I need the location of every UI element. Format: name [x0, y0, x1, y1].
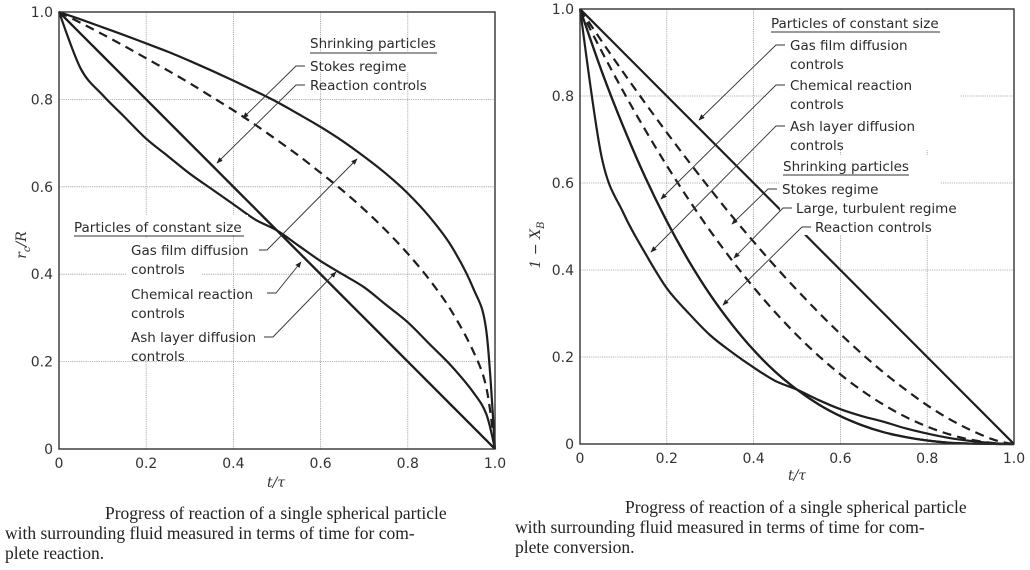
right-gas-film-label: Gas film diffusion controls	[790, 38, 908, 73]
right-caption: Progress of reaction of a single spheric…	[515, 497, 1025, 557]
right-y-tick-label: 0.4	[552, 263, 574, 279]
right-turbulent-label: Large, turbulent regime	[796, 201, 957, 217]
left-chem-arrow	[267, 261, 302, 294]
right-annotation-shrinking: Shrinking particles Stokes regime Large,…	[722, 155, 962, 306]
right-y-tick-label: 0	[565, 437, 574, 453]
left-curve-gas-film-diffusion-controls	[58, 10, 497, 450]
right-y-tick-label: 0.6	[552, 176, 574, 192]
right-plot-frame	[579, 8, 1015, 445]
right-stokes-label: Stokes regime	[782, 182, 878, 198]
left-y-tick-label: 0.2	[31, 355, 53, 371]
left-stokes-arrow	[242, 65, 305, 119]
left-x-tick-label: 0.4	[222, 456, 244, 472]
right-reaction-arrow	[722, 226, 811, 306]
right-caption-line-1: Progress of reaction of a single spheric…	[625, 497, 967, 517]
left-chem-label: Chemical reaction controls	[131, 287, 253, 322]
right-y-tick-label: 0.2	[552, 350, 574, 366]
left-chart: 0 0.2 0.4 0.6 0.8 1.0 0 0.2 0.4 0.6 0.8 1.0 rc/R t/…	[14, 5, 506, 491]
right-shrinking-header: Shrinking particles	[783, 159, 909, 175]
right-curve-gas-film-diffusion-controls	[579, 8, 1015, 445]
left-annotation-constant: Particles of constant size Gas film diff…	[70, 158, 358, 365]
left-caption: Progress of reaction of a single spheric…	[5, 503, 505, 563]
left-x-tick-label: 0.8	[397, 456, 419, 472]
right-x-tick-label: 0	[576, 451, 585, 467]
right-x-tick-label: 0.8	[916, 451, 938, 467]
right-stokes-arrow	[731, 188, 777, 225]
left-ash-label: Ash layer diffusion controls	[131, 330, 256, 365]
left-curves	[57, 10, 497, 450]
right-chart: 0 0.2 0.4 0.6 0.8 1.000.20.40.60.81.0 1 − XB …	[528, 2, 1025, 484]
left-reaction-label: Reaction controls	[310, 78, 427, 94]
right-reaction-label: Reaction controls	[815, 220, 932, 236]
left-x-tick-label: 1.0	[484, 456, 506, 472]
right-curve-reaction-controls	[578, 8, 1015, 446]
right-x-tick-label: 0.2	[656, 451, 678, 467]
left-curve-ash-layer-diffusion-controls	[57, 11, 497, 450]
right-y-axis-label: 1 − XB	[528, 222, 547, 269]
left-gas-film-arrow	[259, 158, 358, 251]
right-ticks: 0 0.2 0.4 0.6 0.8 1.0 0 0.2 0.4 0.6 0.8 1.0	[552, 2, 1025, 467]
left-y-tick-label: 0.4	[31, 267, 53, 283]
left-plot-frame	[58, 11, 496, 450]
left-y-tick-label: 1.0	[31, 5, 53, 21]
left-shrinking-header: Shrinking particles	[310, 36, 436, 52]
left-x-tick-label: 0	[55, 456, 64, 472]
right-annotation-constant: Particles of constant size Gas film diff…	[650, 10, 960, 253]
left-ticks: 0 0.2 0.4 0.6 0.8 1.0 0 0.2 0.4 0.6 0.8 1.0	[31, 5, 506, 472]
left-x-tick-label: 0.6	[309, 456, 331, 472]
left-caption-line-2: with surrounding fluid measured in terms…	[5, 523, 415, 543]
left-y-tick-label: 0	[44, 442, 53, 458]
right-x-tick-label: 0.4	[742, 451, 764, 467]
right-turbulent-arrow	[733, 207, 792, 259]
right-chem-arrow	[660, 84, 785, 200]
right-caption-line-2: with surrounding fluid measured in terms…	[515, 517, 925, 537]
right-caption-line-3: plete conversion.	[515, 537, 635, 557]
right-gas-film-arrow	[698, 44, 785, 121]
left-y-tick-label: 0.8	[31, 92, 53, 108]
left-y-axis-label: rc/R	[14, 231, 33, 259]
left-y-tick-label: 0.6	[31, 180, 53, 196]
left-caption-line-3: plete reaction.	[5, 543, 105, 563]
left-stokes-label: Stokes regime	[310, 59, 406, 75]
left-caption-line-1: Progress of reaction of a single spheric…	[105, 503, 447, 523]
right-ash-arrow	[650, 125, 785, 253]
right-x-axis-label: t/τ	[788, 468, 806, 484]
right-curves	[578, 8, 1015, 446]
right-constant-header: Particles of constant size	[771, 16, 939, 32]
left-constant-header: Particles of constant size	[74, 220, 242, 236]
left-curve-reaction-controls	[58, 11, 496, 450]
left-x-axis-label: t/τ	[267, 475, 285, 491]
right-chem-label: Chemical reaction controls	[790, 78, 912, 113]
right-curve-large-turbulent-regime	[579, 8, 1015, 446]
left-reaction-arrow	[216, 84, 305, 164]
left-x-tick-label: 0.2	[135, 456, 157, 472]
right-x-tick-label: 1.0	[1003, 451, 1025, 467]
left-annotation-shrinking: Shrinking particles Stokes regime Reacti…	[216, 36, 440, 164]
left-gas-film-label: Gas film diffusion controls	[131, 243, 249, 278]
right-y-tick-label: 1.0	[552, 2, 574, 18]
left-ash-arrow	[264, 271, 337, 338]
right-x-tick-label: 0.6	[829, 451, 851, 467]
right-y-tick-label: 0.8	[552, 89, 574, 105]
right-ash-label: Ash layer diffusion controls	[790, 119, 915, 154]
